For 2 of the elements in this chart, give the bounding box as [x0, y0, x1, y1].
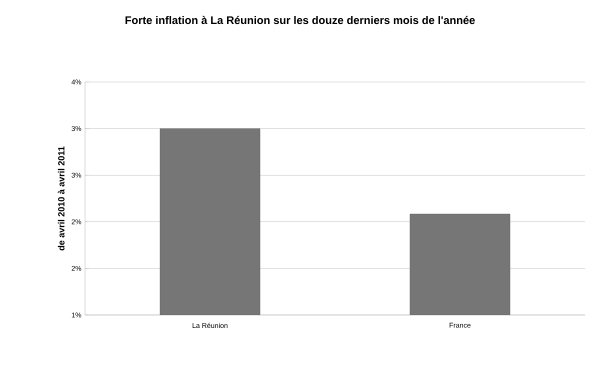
- y-axis-title: de avril 2010 à avril 2011: [58, 146, 64, 250]
- chart-title: Forte inflation à La Réunion sur les douze derniers mois de l'année: [126, 16, 475, 24]
